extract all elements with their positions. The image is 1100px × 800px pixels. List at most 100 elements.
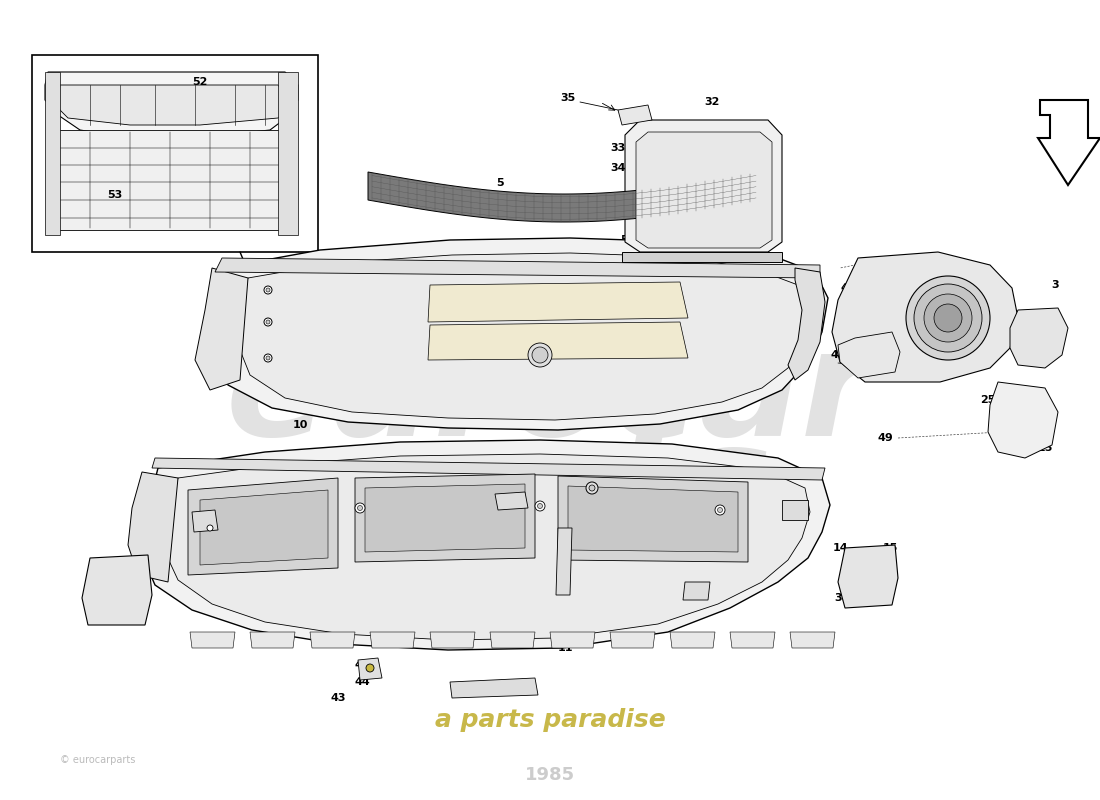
Polygon shape bbox=[142, 440, 830, 650]
Circle shape bbox=[532, 347, 548, 363]
Text: 15: 15 bbox=[130, 550, 145, 560]
Text: eurocar: eurocar bbox=[226, 322, 875, 467]
Polygon shape bbox=[370, 632, 415, 648]
Text: 5: 5 bbox=[496, 178, 504, 188]
Text: 39: 39 bbox=[834, 593, 849, 603]
Circle shape bbox=[264, 318, 272, 326]
Circle shape bbox=[266, 356, 270, 360]
Polygon shape bbox=[1010, 308, 1068, 368]
Circle shape bbox=[202, 515, 208, 521]
Polygon shape bbox=[238, 253, 808, 420]
Text: © eurocarparts: © eurocarparts bbox=[60, 755, 135, 765]
Polygon shape bbox=[428, 282, 688, 322]
Polygon shape bbox=[200, 490, 328, 565]
Circle shape bbox=[528, 343, 552, 367]
Circle shape bbox=[200, 513, 210, 523]
Circle shape bbox=[266, 320, 270, 324]
Text: 10: 10 bbox=[293, 420, 308, 430]
Text: 38: 38 bbox=[138, 530, 153, 540]
Polygon shape bbox=[838, 332, 900, 378]
Polygon shape bbox=[152, 458, 825, 480]
Circle shape bbox=[207, 525, 213, 531]
Polygon shape bbox=[730, 632, 776, 648]
Text: 43: 43 bbox=[330, 693, 345, 703]
Text: a parts paradise: a parts paradise bbox=[434, 708, 666, 732]
Circle shape bbox=[366, 664, 374, 672]
Text: 23: 23 bbox=[197, 533, 212, 543]
Text: 48: 48 bbox=[840, 283, 856, 293]
Polygon shape bbox=[788, 268, 825, 380]
Circle shape bbox=[355, 503, 365, 513]
Polygon shape bbox=[556, 528, 572, 595]
Polygon shape bbox=[165, 454, 810, 640]
Text: 25: 25 bbox=[1037, 443, 1053, 453]
Polygon shape bbox=[610, 632, 654, 648]
Polygon shape bbox=[45, 72, 60, 235]
Text: 31: 31 bbox=[650, 223, 666, 233]
Text: 49: 49 bbox=[877, 433, 893, 443]
Polygon shape bbox=[250, 632, 295, 648]
Text: 51: 51 bbox=[620, 235, 636, 245]
Polygon shape bbox=[838, 545, 898, 608]
Polygon shape bbox=[490, 632, 535, 648]
Polygon shape bbox=[368, 172, 760, 222]
Circle shape bbox=[924, 294, 972, 342]
Circle shape bbox=[264, 354, 272, 362]
Text: 33: 33 bbox=[610, 143, 626, 153]
Circle shape bbox=[588, 485, 595, 491]
Polygon shape bbox=[310, 632, 355, 648]
Circle shape bbox=[264, 286, 272, 294]
Polygon shape bbox=[568, 486, 738, 552]
Text: 12: 12 bbox=[582, 483, 597, 493]
Text: parts: parts bbox=[328, 418, 772, 562]
Polygon shape bbox=[430, 632, 475, 648]
Text: 18: 18 bbox=[664, 613, 680, 623]
Polygon shape bbox=[190, 632, 235, 648]
Text: 36: 36 bbox=[684, 590, 700, 600]
Polygon shape bbox=[355, 474, 535, 562]
Text: 14: 14 bbox=[97, 585, 113, 595]
Polygon shape bbox=[988, 382, 1058, 458]
Polygon shape bbox=[636, 132, 772, 248]
Polygon shape bbox=[450, 678, 538, 698]
Bar bbox=[32, 55, 318, 252]
Circle shape bbox=[586, 482, 598, 494]
Polygon shape bbox=[550, 632, 595, 648]
Polygon shape bbox=[558, 476, 748, 562]
Circle shape bbox=[717, 507, 723, 513]
Circle shape bbox=[358, 506, 363, 510]
Polygon shape bbox=[82, 555, 152, 625]
Text: 17: 17 bbox=[558, 585, 573, 595]
Text: 15: 15 bbox=[882, 543, 898, 553]
Text: 28: 28 bbox=[254, 327, 270, 337]
Text: 11: 11 bbox=[558, 643, 573, 653]
Text: 20: 20 bbox=[558, 315, 573, 325]
Polygon shape bbox=[428, 322, 688, 360]
Text: 35: 35 bbox=[560, 93, 575, 103]
Polygon shape bbox=[188, 478, 338, 575]
Circle shape bbox=[535, 501, 544, 511]
Text: 52: 52 bbox=[192, 77, 208, 87]
Polygon shape bbox=[832, 252, 1018, 382]
Text: 16: 16 bbox=[558, 553, 573, 563]
Polygon shape bbox=[495, 492, 528, 510]
Text: 44: 44 bbox=[354, 677, 370, 687]
Circle shape bbox=[266, 288, 270, 292]
Text: 42: 42 bbox=[484, 497, 499, 507]
Text: 46: 46 bbox=[830, 350, 846, 360]
Text: 22: 22 bbox=[177, 515, 192, 525]
Text: 37: 37 bbox=[717, 590, 733, 600]
Polygon shape bbox=[55, 130, 285, 230]
Polygon shape bbox=[358, 658, 382, 680]
Text: 45: 45 bbox=[354, 660, 370, 670]
Circle shape bbox=[906, 276, 990, 360]
Polygon shape bbox=[212, 238, 828, 430]
Text: 40: 40 bbox=[850, 567, 866, 577]
Text: 3: 3 bbox=[1052, 280, 1059, 290]
Polygon shape bbox=[45, 72, 298, 138]
Polygon shape bbox=[1038, 100, 1100, 185]
Polygon shape bbox=[618, 105, 652, 125]
Circle shape bbox=[538, 503, 542, 509]
Circle shape bbox=[715, 505, 725, 515]
Text: 34: 34 bbox=[610, 163, 626, 173]
